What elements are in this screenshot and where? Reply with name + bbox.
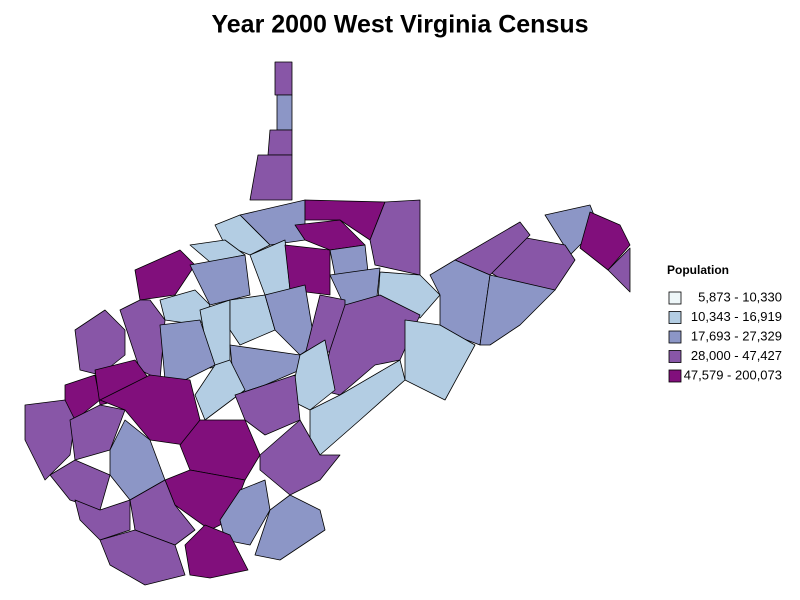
legend-swatch (668, 291, 682, 305)
county (254, 494, 326, 561)
legend-swatch (668, 330, 682, 344)
county (159, 319, 216, 381)
map-title: Year 2000 West Virginia Census (211, 11, 588, 39)
county (284, 244, 331, 296)
county (607, 247, 631, 293)
county (276, 94, 293, 131)
county (404, 319, 476, 401)
county (194, 359, 246, 421)
county (74, 499, 131, 541)
county (24, 399, 76, 481)
legend-label: 5,873 - 10,330 (698, 289, 782, 304)
legend-swatch (668, 369, 682, 383)
county (274, 61, 293, 96)
legend-title: Population (667, 263, 729, 277)
county (259, 419, 341, 496)
legend-label: 10,343 - 16,919 (691, 309, 782, 324)
county (189, 254, 251, 306)
legend-label: 28,000 - 47,427 (691, 348, 782, 363)
county (249, 154, 293, 201)
county (304, 199, 386, 241)
county (369, 199, 421, 276)
county (267, 129, 293, 156)
county (49, 459, 111, 511)
county (479, 274, 556, 346)
legend-label: 17,693 - 27,329 (691, 328, 782, 343)
county (134, 249, 196, 301)
county (74, 309, 126, 376)
county (579, 211, 631, 271)
county (219, 479, 271, 546)
county (184, 524, 249, 579)
legend-label: 47,579 - 200,073 (684, 367, 782, 382)
legend-swatch (668, 311, 682, 324)
county (229, 294, 276, 346)
county (69, 404, 126, 461)
legend: Population 5,873 - 10,330 10,343 - 16,919… (667, 263, 782, 382)
county (99, 529, 186, 586)
legend-swatch (668, 350, 682, 363)
state-map (24, 61, 631, 586)
